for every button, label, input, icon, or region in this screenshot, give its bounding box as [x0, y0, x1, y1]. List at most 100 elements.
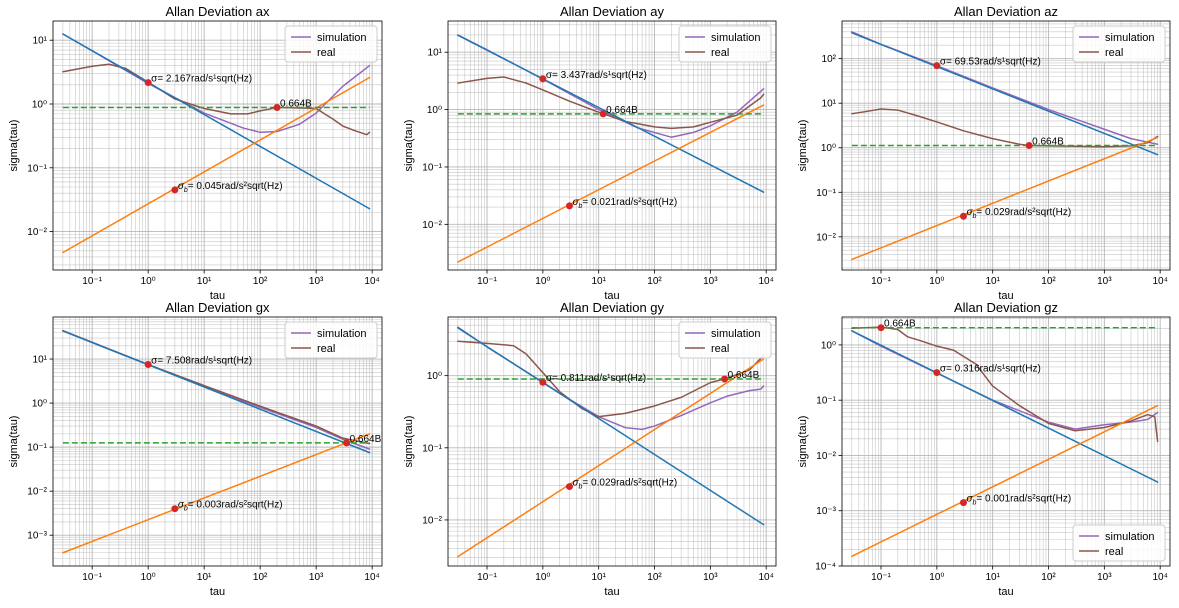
- x-tick-label: 10⁰: [535, 276, 550, 287]
- chart-title: Allan Deviation gx: [165, 300, 270, 315]
- marker-label: 0.664B: [350, 434, 382, 445]
- marker-label: σb= 0.021rad/s²sqrt(Hz): [572, 197, 677, 210]
- marker-point: [877, 324, 885, 332]
- grid: [53, 317, 382, 566]
- x-tick-label: 10²: [1041, 276, 1056, 287]
- y-tick-label: 10⁻¹: [27, 443, 47, 454]
- white-noise-line: [457, 34, 765, 193]
- legend-label-simulation: simulation: [711, 328, 761, 340]
- y-tick-label: 10⁰: [427, 371, 442, 382]
- chart-title: Allan Deviation az: [954, 4, 1058, 19]
- x-tick-label: 10¹: [985, 572, 1000, 583]
- marker-point: [273, 104, 281, 112]
- y-tick-label: 10⁻²: [27, 227, 47, 238]
- axes-frame: [447, 20, 777, 271]
- white-noise-line: [62, 33, 371, 210]
- legend-box: [1072, 25, 1166, 63]
- y-tick-label: 10⁻²: [27, 487, 47, 498]
- x-tick-label: 10⁰: [929, 572, 944, 583]
- marker-point: [144, 361, 152, 369]
- marker-point: [565, 202, 573, 210]
- x-tick-label: 10²: [647, 572, 662, 583]
- chart-panel-4: σ= 0.811rad/s¹sqrt(Hz) 0.664B σb= 0.029rad…: [403, 300, 777, 598]
- plot-area: [62, 329, 371, 554]
- legend-label-real: real: [1105, 546, 1123, 558]
- x-tick-label: 10⁰: [929, 276, 944, 287]
- legend-label-simulation: simulation: [1105, 32, 1155, 44]
- marker-label: 0.664B: [728, 370, 760, 381]
- x-tick-label: 10²: [1041, 572, 1056, 583]
- chart-panel-2: σ= 69.53rad/s¹sqrt(Hz) 0.664B σb= 0.029rad…: [797, 4, 1171, 302]
- axes-frame: [447, 316, 777, 567]
- y-tick-label: 10⁰: [427, 105, 442, 116]
- plot-area: [851, 31, 1159, 261]
- x-tick-label: 10⁻¹: [82, 572, 102, 583]
- legend: simulation real: [284, 321, 378, 359]
- x-tick-label: 10³: [309, 572, 324, 583]
- y-tick-label: 10¹: [33, 355, 48, 366]
- marker-label: 0.664B: [606, 105, 638, 116]
- plot-area: [457, 34, 765, 263]
- y-axis-label: sigma(tau): [403, 416, 415, 468]
- rate-random-walk-line: [457, 104, 765, 263]
- white-noise-line: [851, 32, 1159, 156]
- y-tick-label: 10⁰: [821, 143, 836, 154]
- y-tick-label: 10¹: [33, 36, 48, 47]
- series-line-real: [851, 108, 1159, 148]
- legend: simulation real: [1072, 25, 1166, 63]
- x-tick-label: 10⁴: [364, 276, 379, 287]
- x-tick-label: 10⁻¹: [82, 276, 102, 287]
- x-tick-label: 10¹: [985, 276, 1000, 287]
- rate-random-walk-line: [62, 433, 371, 554]
- y-tick-label: 10⁰: [821, 340, 836, 351]
- marker-point: [599, 110, 607, 118]
- marker-label: σ= 2.167rad/s¹sqrt(Hz): [151, 74, 252, 85]
- marker-label: σb= 0.029rad/s²sqrt(Hz): [572, 478, 677, 491]
- x-tick-label: 10³: [1097, 572, 1112, 583]
- legend-box: [1072, 524, 1166, 562]
- marker-label: σ= 0.811rad/s¹sqrt(Hz): [546, 373, 646, 384]
- x-tick-label: 10⁰: [141, 276, 156, 287]
- marker-label: 0.664B: [280, 99, 312, 110]
- x-tick-label: 10¹: [197, 276, 212, 287]
- y-axis-label: sigma(tau): [797, 416, 809, 468]
- y-axis-label: sigma(tau): [797, 120, 809, 172]
- marker-point: [1025, 142, 1033, 150]
- x-tick-label: 10⁻¹: [477, 276, 497, 287]
- y-tick-label: 10⁻³: [27, 531, 47, 542]
- marker-label: σb= 0.003rad/s²sqrt(Hz): [178, 500, 283, 513]
- y-axis-label: sigma(tau): [8, 120, 20, 172]
- marker-label: σ= 3.437rad/s¹sqrt(Hz): [546, 70, 647, 81]
- rate-random-walk-line: [62, 76, 371, 254]
- legend: simulation real: [1072, 524, 1166, 562]
- legend-label-simulation: simulation: [711, 32, 761, 44]
- y-tick-label: 10⁰: [32, 100, 47, 111]
- white-noise-line: [457, 327, 765, 526]
- x-tick-label: 10⁻¹: [871, 276, 891, 287]
- legend-label-simulation: simulation: [317, 328, 367, 340]
- x-tick-label: 10⁻¹: [871, 572, 891, 583]
- x-axis-label: tau: [210, 586, 225, 598]
- x-tick-label: 10¹: [197, 572, 212, 583]
- axes-frame: [841, 20, 1171, 271]
- legend-label-simulation: simulation: [1105, 531, 1155, 543]
- legend-box: [678, 25, 772, 63]
- y-tick-label: 10²: [822, 54, 837, 65]
- x-axis-label: tau: [998, 586, 1013, 598]
- x-axis-label: tau: [604, 586, 619, 598]
- plot-area: [62, 33, 371, 254]
- y-tick-label: 10⁻¹: [27, 163, 47, 174]
- y-tick-label: 10¹: [822, 99, 837, 110]
- x-tick-label: 10³: [703, 572, 718, 583]
- grid: [448, 21, 776, 270]
- x-tick-label: 10¹: [591, 572, 606, 583]
- x-tick-label: 10⁴: [758, 276, 773, 287]
- x-tick-label: 10⁻¹: [477, 572, 497, 583]
- marker-label: σ= 69.53rad/s¹sqrt(Hz): [940, 57, 1041, 68]
- marker-point: [565, 483, 573, 491]
- marker-point: [144, 79, 152, 87]
- x-tick-label: 10⁰: [535, 572, 550, 583]
- x-tick-label: 10³: [703, 276, 718, 287]
- marker-label: σb= 0.029rad/s²sqrt(Hz): [966, 207, 1071, 220]
